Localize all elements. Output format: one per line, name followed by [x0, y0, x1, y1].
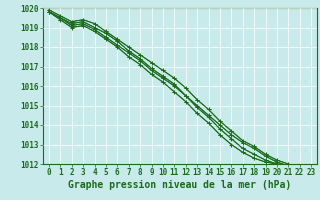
- X-axis label: Graphe pression niveau de la mer (hPa): Graphe pression niveau de la mer (hPa): [68, 180, 292, 190]
